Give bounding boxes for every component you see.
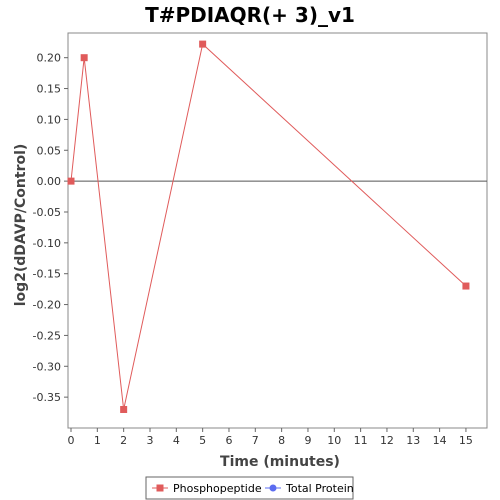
y-tick-label: -0.10 [33,237,61,250]
y-tick-label: -0.35 [33,391,61,404]
y-tick-label: 0.00 [37,175,62,188]
y-tick-label: -0.25 [33,329,61,342]
x-tick-label: 6 [225,434,232,447]
x-tick-label: 9 [304,434,311,447]
chart-title: T#PDIAQR(+ 3)_v1 [145,3,355,27]
legend-marker [156,484,164,492]
x-tick-label: 13 [406,434,420,447]
plot-area [67,32,488,429]
y-tick-label: -0.15 [33,268,61,281]
x-tick-label: 0 [68,434,75,447]
x-tick-label: 14 [433,434,447,447]
x-axis: 0 1 2 3 4 5 6 7 8 9 10 11 12 13 14 15 [68,428,473,447]
x-tick-label: 5 [199,434,206,447]
data-point [67,177,75,185]
legend-label: Total Protein [285,482,354,495]
x-tick-label: 15 [459,434,473,447]
x-tick-label: 10 [327,434,341,447]
x-axis-label: Time (minutes) [220,454,340,470]
legend-box [145,476,354,500]
legend: Phosphopeptide Total Protein [145,476,354,500]
x-tick-label: 3 [146,434,153,447]
y-tick-label: -0.30 [33,360,61,373]
x-tick-label: 2 [120,434,127,447]
y-tick-label: -0.05 [33,206,61,219]
data-point [120,405,128,413]
series-layer [67,40,470,413]
y-tick-label: 0.15 [37,83,62,96]
data-point [80,54,88,62]
data-point [199,40,207,48]
y-axis-label: log2(dDAVP/Control) [13,144,29,307]
y-axis: 0.20 0.15 0.10 0.05 0.00 -0.05 -0.10 -0.15 -0.20… [33,52,68,404]
data-point [462,282,470,290]
y-tick-label: 0.20 [37,52,62,65]
x-tick-label: 4 [173,434,180,447]
x-tick-label: 8 [278,434,285,447]
y-tick-label: 0.10 [37,113,62,126]
legend-label: Phosphopeptide [173,482,262,495]
legend-marker [269,484,277,492]
x-tick-label: 11 [354,434,368,447]
x-tick-label: 7 [252,434,259,447]
x-tick-label: 12 [380,434,394,447]
y-tick-label: -0.20 [33,299,61,312]
x-tick-label: 1 [94,434,101,447]
y-tick-label: 0.05 [37,144,62,157]
